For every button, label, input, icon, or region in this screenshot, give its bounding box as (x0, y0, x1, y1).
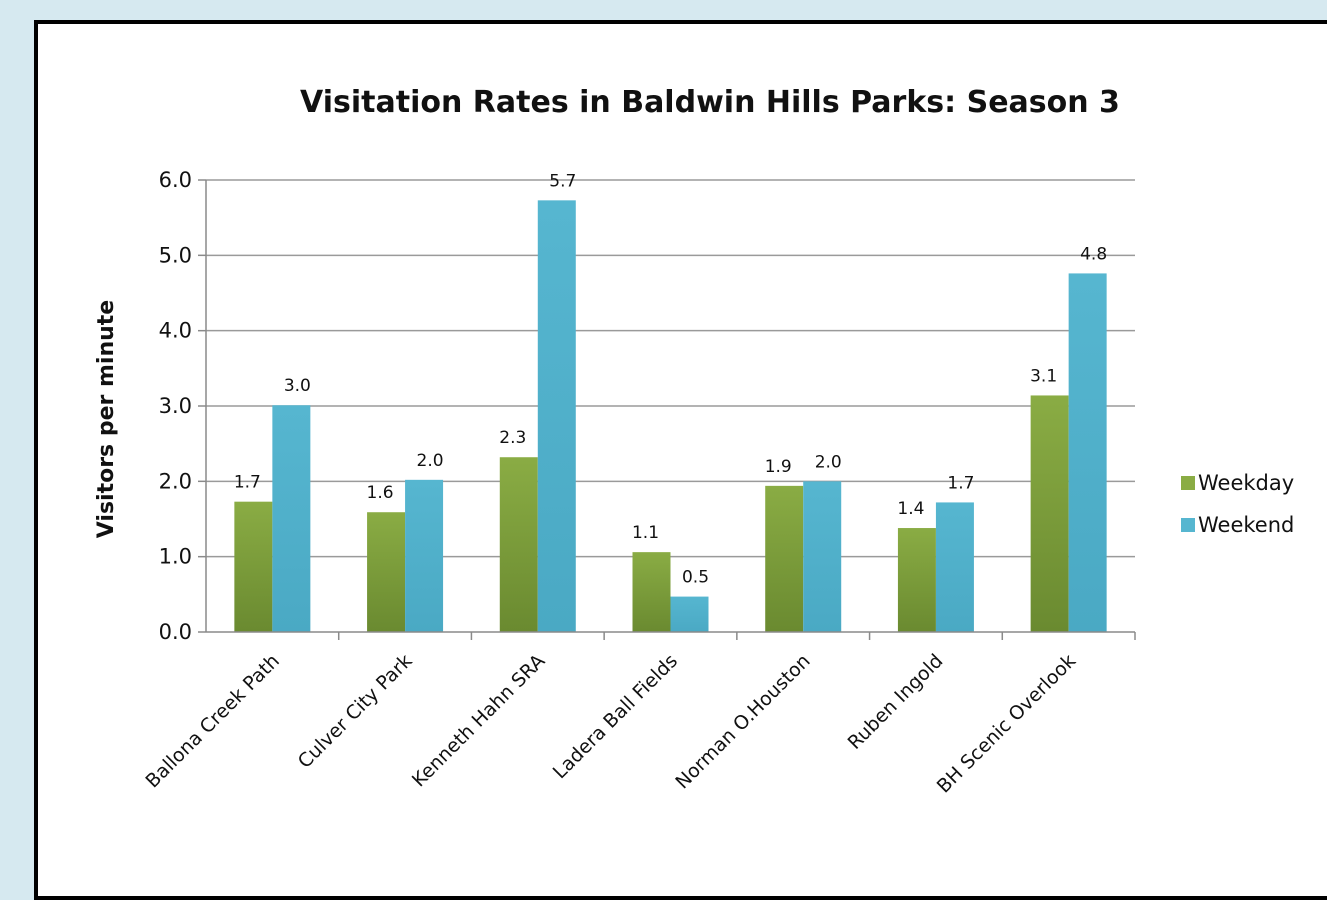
bar-weekend (405, 479, 444, 632)
y-tick-label: 6.0 (159, 168, 192, 192)
y-tick-label: 4.0 (159, 319, 192, 343)
data-label: 1.7 (234, 473, 261, 493)
bars (234, 200, 1107, 632)
y-tick-label: 5.0 (159, 243, 192, 267)
bar-chart: Visitation Rates in Baldwin Hills Parks:… (94, 85, 1294, 798)
data-label: 2.3 (499, 428, 526, 448)
x-tick-label: Ladera Ball Fields (549, 650, 682, 783)
data-label: 1.7 (947, 473, 974, 493)
bar-weekday (765, 485, 804, 632)
data-label: 3.0 (284, 376, 311, 396)
bar-weekend (272, 405, 311, 632)
data-labels: 1.7 3.0 1.6 2.0 2.3 5.7 1.1 0.5 1.9 2.0 1.4 1.7 3.1 4… (234, 171, 1107, 587)
chart-title: Visitation Rates in Baldwin Hills Parks:… (300, 85, 1120, 120)
data-label: 2.0 (417, 451, 444, 471)
gridlines (206, 179, 1135, 558)
x-tick-label: Kenneth Hahn SRA (408, 650, 549, 791)
bar-weekday (234, 501, 273, 632)
legend-swatch-weekday (1181, 476, 1195, 490)
bar-weekend (670, 596, 709, 632)
y-tick-label: 0.0 (159, 620, 192, 644)
data-label: 1.1 (632, 523, 659, 543)
legend-label: Weekend (1198, 513, 1294, 537)
data-label: 4.8 (1080, 244, 1107, 264)
data-label: 0.5 (682, 568, 709, 588)
chart-frame: Visitation Rates in Baldwin Hills Parks:… (34, 20, 1327, 900)
data-label: 1.9 (765, 457, 792, 477)
bar-weekend (935, 502, 974, 632)
bar-weekday (632, 552, 671, 632)
data-label: 1.6 (367, 483, 394, 503)
bar-weekday (897, 528, 936, 632)
data-label: 2.0 (815, 452, 842, 472)
data-label: 5.7 (549, 171, 576, 191)
y-axis-label: Visitors per minute (94, 300, 119, 538)
y-tick-label: 2.0 (159, 469, 192, 493)
data-label: 1.4 (897, 499, 924, 519)
bar-weekend (537, 200, 576, 632)
legend-label: Weekday (1198, 471, 1294, 495)
legend: Weekday Weekend (1181, 471, 1294, 537)
y-tick-label: 1.0 (159, 545, 192, 569)
legend-swatch-weekend (1181, 518, 1195, 532)
x-tick-label: Ballona Creek Path (141, 650, 283, 792)
x-tick-label: Culver City Park (294, 650, 417, 773)
bar-weekday (499, 457, 538, 632)
bar-weekday (367, 512, 406, 632)
x-tick-label: Norman O.Houston (671, 650, 814, 793)
data-label: 3.1 (1030, 366, 1057, 386)
x-tick-label: Ruben Ingold (844, 650, 948, 754)
x-tick-label: BH Scenic Overlook (933, 650, 1081, 798)
y-tick-label: 3.0 (159, 394, 192, 418)
bar-weekend (803, 481, 842, 632)
bar-weekday (1030, 395, 1069, 632)
bar-weekend (1068, 273, 1107, 632)
